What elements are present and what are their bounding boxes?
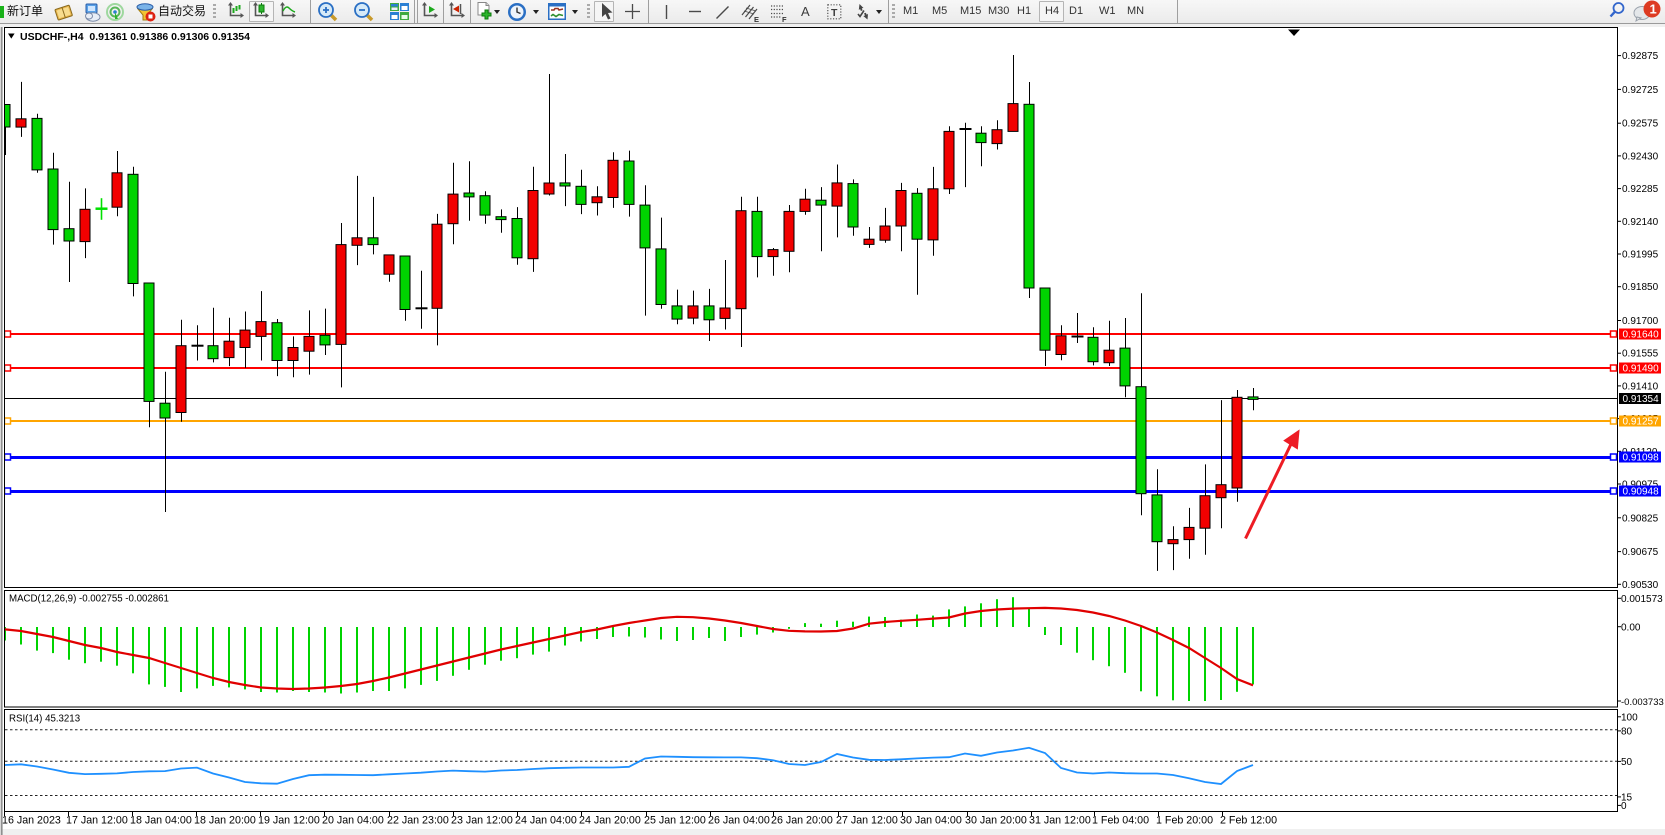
svg-text:24 Jan 20:00: 24 Jan 20:00: [579, 815, 641, 827]
svg-text:E: E: [754, 15, 759, 24]
svg-text:26 Jan 04:00: 26 Jan 04:00: [708, 815, 770, 827]
svg-text:-0.003733: -0.003733: [1621, 697, 1664, 708]
svg-text:100: 100: [1621, 713, 1638, 724]
svg-text:0.92430: 0.92430: [1622, 151, 1659, 162]
svg-text:16 Jan 2023: 16 Jan 2023: [2, 815, 61, 827]
svg-text:0.92285: 0.92285: [1622, 184, 1659, 195]
svg-text:0.91257: 0.91257: [1623, 417, 1660, 428]
svg-text:18 Jan 20:00: 18 Jan 20:00: [194, 815, 256, 827]
svg-text:0.91995: 0.91995: [1622, 250, 1659, 261]
svg-text:RSI(14) 45.3213: RSI(14) 45.3213: [9, 714, 80, 725]
svg-text:0.91098: 0.91098: [1623, 453, 1660, 464]
svg-text:0.91354: 0.91354: [1623, 394, 1660, 405]
svg-text:0.92140: 0.92140: [1622, 217, 1659, 228]
svg-text:22 Jan 23:00: 22 Jan 23:00: [387, 815, 449, 827]
svg-text:0.90948: 0.90948: [1623, 487, 1660, 498]
svg-text:0.91850: 0.91850: [1622, 282, 1659, 293]
svg-text:2 Feb 12:00: 2 Feb 12:00: [1220, 815, 1277, 827]
svg-text:23 Jan 12:00: 23 Jan 12:00: [451, 815, 513, 827]
svg-text:27 Jan 12:00: 27 Jan 12:00: [836, 815, 898, 827]
svg-text:0.92575: 0.92575: [1622, 119, 1659, 130]
svg-text:50: 50: [1621, 757, 1633, 768]
svg-text:31 Jan 12:00: 31 Jan 12:00: [1029, 815, 1091, 827]
svg-text:0.00: 0.00: [1621, 623, 1641, 634]
svg-text:0.92875: 0.92875: [1622, 51, 1659, 62]
svg-text:30 Jan 04:00: 30 Jan 04:00: [900, 815, 962, 827]
svg-text:0.90675: 0.90675: [1622, 547, 1659, 558]
svg-text:0.91555: 0.91555: [1622, 349, 1659, 360]
svg-text:0: 0: [1621, 801, 1627, 812]
svg-text:80: 80: [1621, 727, 1633, 738]
svg-text:15: 15: [1621, 793, 1633, 804]
svg-text:18 Jan 04:00: 18 Jan 04:00: [130, 815, 192, 827]
svg-text:0.91490: 0.91490: [1623, 364, 1660, 375]
svg-text:1: 1: [1650, 2, 1657, 17]
svg-text:1 Feb 04:00: 1 Feb 04:00: [1092, 815, 1149, 827]
svg-text:0.91640: 0.91640: [1623, 330, 1660, 341]
svg-text:F: F: [782, 15, 787, 24]
svg-text:26 Jan 20:00: 26 Jan 20:00: [771, 815, 833, 827]
svg-text:USDCHF-,H4 0.91361 0.91386 0.: USDCHF-,H4 0.91361 0.91386 0.91306 0.913…: [20, 31, 250, 43]
svg-text:T: T: [831, 7, 838, 19]
svg-text:24 Jan 04:00: 24 Jan 04:00: [515, 815, 577, 827]
svg-text:19 Jan 12:00: 19 Jan 12:00: [258, 815, 320, 827]
svg-text:0.90975: 0.90975: [1622, 480, 1659, 491]
svg-text:0.91700: 0.91700: [1622, 316, 1659, 327]
svg-text:0.90825: 0.90825: [1622, 513, 1659, 524]
svg-text:20 Jan 04:00: 20 Jan 04:00: [322, 815, 384, 827]
svg-text:30 Jan 20:00: 30 Jan 20:00: [965, 815, 1027, 827]
svg-text:0.92725: 0.92725: [1622, 85, 1659, 96]
svg-text:0.90530: 0.90530: [1622, 580, 1659, 591]
svg-text:0.001573: 0.001573: [1621, 594, 1663, 605]
svg-text:0.91410: 0.91410: [1622, 381, 1659, 392]
svg-text:MACD(12,26,9) -0.002755 -0.002: MACD(12,26,9) -0.002755 -0.002861: [9, 594, 169, 605]
svg-text:17 Jan 12:00: 17 Jan 12:00: [66, 815, 128, 827]
svg-text:1 Feb 20:00: 1 Feb 20:00: [1156, 815, 1213, 827]
svg-text:25 Jan 12:00: 25 Jan 12:00: [644, 815, 706, 827]
